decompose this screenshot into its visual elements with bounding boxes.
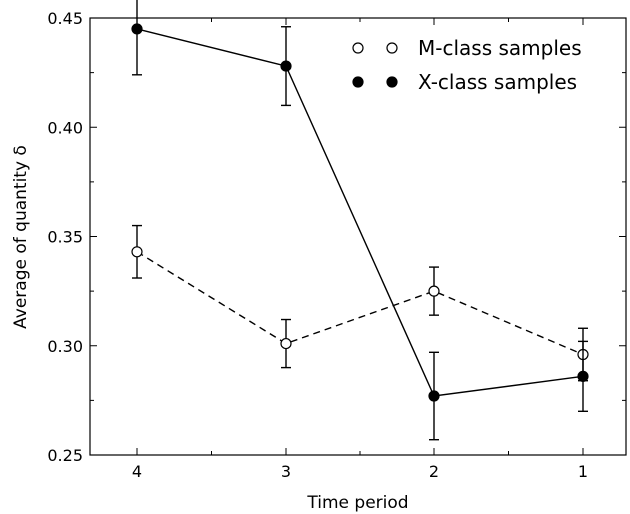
data-point xyxy=(428,285,440,297)
data-point xyxy=(577,370,589,382)
data-point xyxy=(428,390,440,402)
data-point xyxy=(280,60,292,72)
series-2 xyxy=(131,0,589,441)
data-point xyxy=(280,337,292,350)
legend-label: X-class samples xyxy=(418,70,577,94)
legend-label: M-class samples xyxy=(418,36,582,60)
series-line xyxy=(136,28,584,397)
y-tick-label: 0.45 xyxy=(47,9,83,28)
x-axis-title: Time period xyxy=(306,493,408,513)
data-point xyxy=(131,23,143,35)
y-tick-label: 0.25 xyxy=(47,446,83,465)
axis-ticks: 0.25 0.30 0.35 0.40 0.45 4 3 2 1 xyxy=(47,9,626,481)
legend: M-class samples X-class samples xyxy=(352,36,582,94)
series-layer xyxy=(131,0,589,441)
x-tick-label: 2 xyxy=(429,462,439,481)
legend-marker xyxy=(386,76,398,88)
y-tick-label: 0.40 xyxy=(47,118,83,137)
x-tick-label: 1 xyxy=(578,462,588,481)
x-tick-label: 3 xyxy=(281,462,291,481)
legend-marker xyxy=(352,76,364,88)
series-1 xyxy=(131,224,589,382)
legend-marker xyxy=(386,42,398,54)
series-line xyxy=(136,251,584,356)
data-point xyxy=(131,246,143,258)
y-tick-label: 0.35 xyxy=(47,228,83,247)
y-axis-title: Average of quantity δ xyxy=(11,145,31,329)
x-tick-label: 4 xyxy=(132,462,142,481)
y-tick-label: 0.30 xyxy=(47,337,83,356)
legend-marker xyxy=(352,42,364,54)
